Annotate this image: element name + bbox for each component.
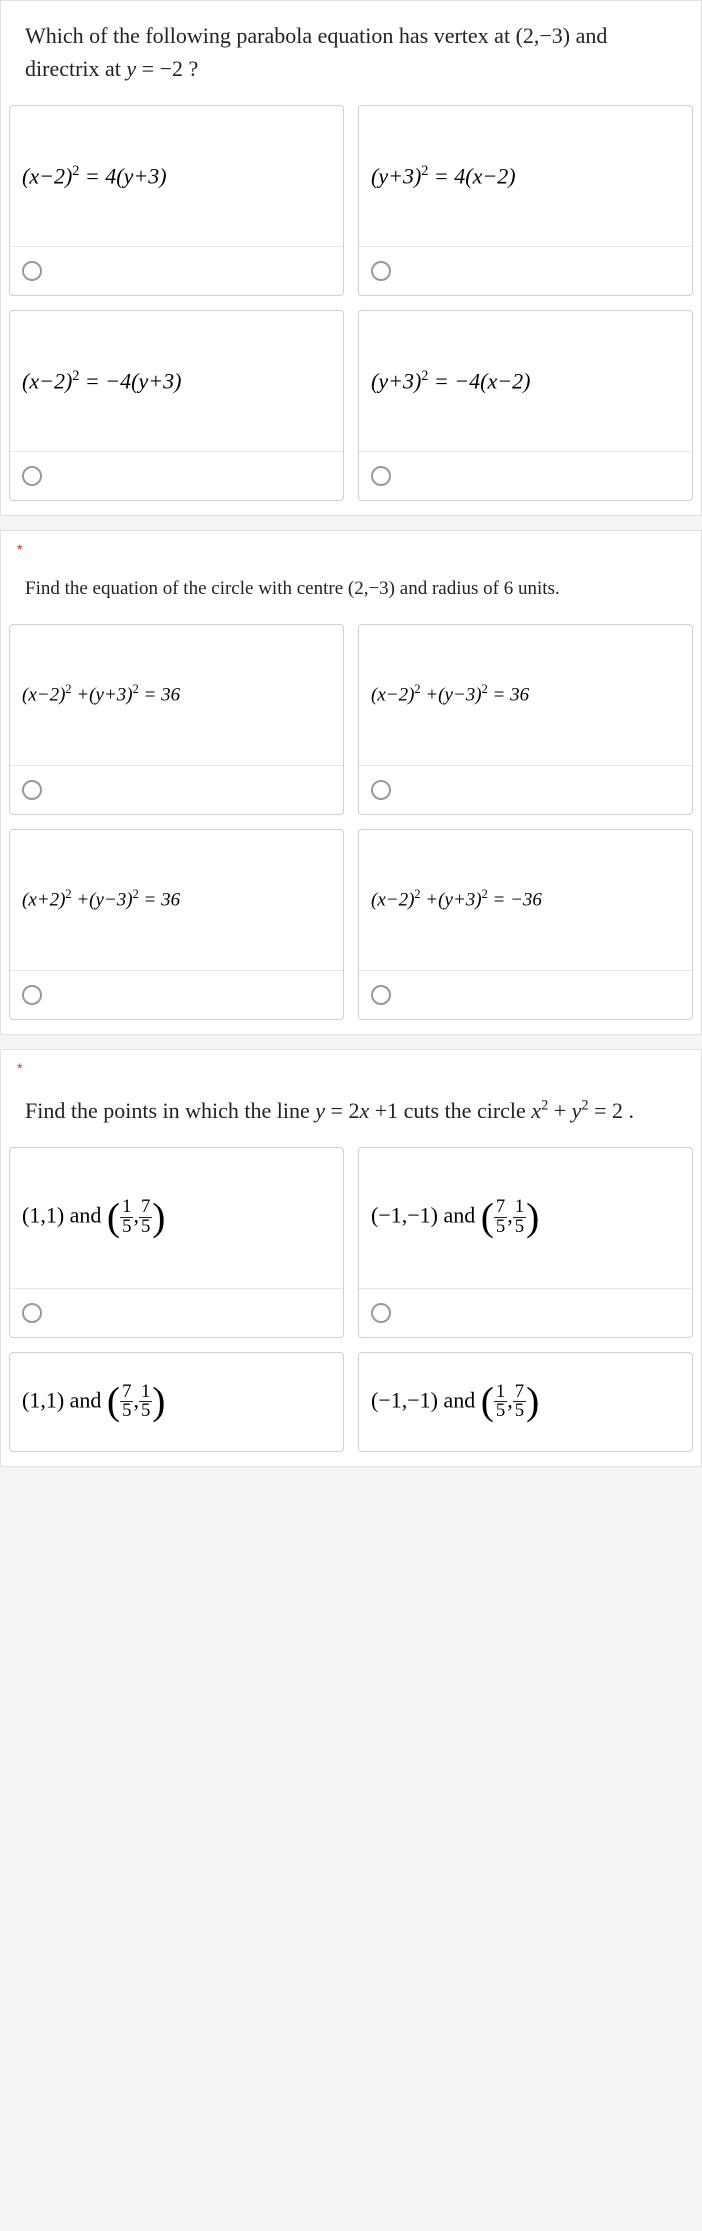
radio-icon[interactable]	[22, 780, 42, 800]
radio-icon[interactable]	[22, 261, 42, 281]
option-equation: (x−2)2 +(y+3)2 = 36	[10, 625, 343, 765]
option-equation: (x−2)2 +(y−3)2 = 36	[359, 625, 692, 765]
required-asterisk: *	[1, 1050, 701, 1076]
option-radio-row[interactable]	[359, 1288, 692, 1337]
option-b[interactable]: (−1,−1) and (75,15)	[358, 1147, 693, 1338]
options-grid: (x−2)2 = 4(y+3) (y+3)2 = 4(x−2) (x−2)2 =…	[1, 105, 701, 515]
option-c[interactable]: (x−2)2 = −4(y+3)	[9, 310, 344, 501]
options-grid: (x−2)2 +(y+3)2 = 36 (x−2)2 +(y−3)2 = 36 …	[1, 624, 701, 1034]
radio-icon[interactable]	[22, 466, 42, 486]
option-d[interactable]: (x−2)2 +(y+3)2 = −36	[358, 829, 693, 1020]
option-radio-row[interactable]	[359, 451, 692, 500]
option-d[interactable]: (y+3)2 = −4(x−2)	[358, 310, 693, 501]
option-c[interactable]: (1,1) and (75,15)	[9, 1352, 344, 1452]
question-1: Which of the following parabola equation…	[0, 0, 702, 516]
option-radio-row[interactable]	[10, 970, 343, 1019]
option-equation: (y+3)2 = −4(x−2)	[359, 311, 692, 451]
question-2: * Find the equation of the circle with c…	[0, 530, 702, 1035]
question-text: Which of the following parabola equation…	[1, 1, 701, 105]
radio-icon[interactable]	[371, 985, 391, 1005]
radio-icon[interactable]	[371, 466, 391, 486]
option-a[interactable]: (1,1) and (15,75)	[9, 1147, 344, 1338]
option-equation: (1,1) and (75,15)	[10, 1353, 343, 1451]
option-a[interactable]: (x−2)2 = 4(y+3)	[9, 105, 344, 296]
option-equation: (y+3)2 = 4(x−2)	[359, 106, 692, 246]
option-radio-row[interactable]	[10, 1288, 343, 1337]
option-equation: (x+2)2 +(y−3)2 = 36	[10, 830, 343, 970]
option-equation: (x−2)2 = −4(y+3)	[10, 311, 343, 451]
option-equation: (−1,−1) and (15,75)	[359, 1353, 692, 1451]
option-b[interactable]: (y+3)2 = 4(x−2)	[358, 105, 693, 296]
option-equation: (1,1) and (15,75)	[10, 1148, 343, 1288]
option-radio-row[interactable]	[359, 765, 692, 814]
radio-icon[interactable]	[371, 261, 391, 281]
radio-icon[interactable]	[371, 780, 391, 800]
option-c[interactable]: (x+2)2 +(y−3)2 = 36	[9, 829, 344, 1020]
question-3: * Find the points in which the line y = …	[0, 1049, 702, 1467]
radio-icon[interactable]	[371, 1303, 391, 1323]
option-b[interactable]: (x−2)2 +(y−3)2 = 36	[358, 624, 693, 815]
option-radio-row[interactable]	[10, 246, 343, 295]
option-radio-row[interactable]	[10, 765, 343, 814]
radio-icon[interactable]	[22, 1303, 42, 1323]
option-equation: (x−2)2 +(y+3)2 = −36	[359, 830, 692, 970]
option-radio-row[interactable]	[359, 246, 692, 295]
options-grid: (1,1) and (15,75) (−1,−1) and (75,15) (1…	[1, 1147, 701, 1466]
option-a[interactable]: (x−2)2 +(y+3)2 = 36	[9, 624, 344, 815]
question-text: Find the points in which the line y = 2x…	[1, 1076, 701, 1147]
option-equation: (−1,−1) and (75,15)	[359, 1148, 692, 1288]
option-radio-row[interactable]	[359, 970, 692, 1019]
option-d[interactable]: (−1,−1) and (15,75)	[358, 1352, 693, 1452]
question-text: Find the equation of the circle with cen…	[1, 557, 701, 624]
required-asterisk: *	[1, 531, 701, 557]
radio-icon[interactable]	[22, 985, 42, 1005]
option-equation: (x−2)2 = 4(y+3)	[10, 106, 343, 246]
option-radio-row[interactable]	[10, 451, 343, 500]
